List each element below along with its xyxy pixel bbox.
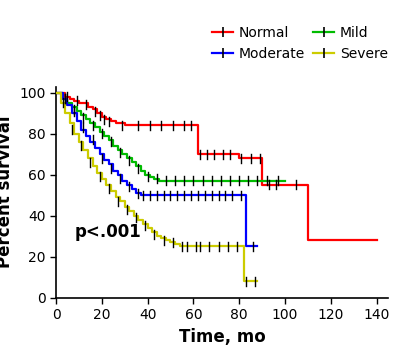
X-axis label: Time, mo: Time, mo — [179, 328, 265, 346]
Text: p<.001: p<.001 — [74, 223, 141, 241]
Legend: Normal, Moderate, Mild, Severe: Normal, Moderate, Mild, Severe — [212, 26, 388, 61]
Y-axis label: Percent survival: Percent survival — [0, 116, 14, 268]
